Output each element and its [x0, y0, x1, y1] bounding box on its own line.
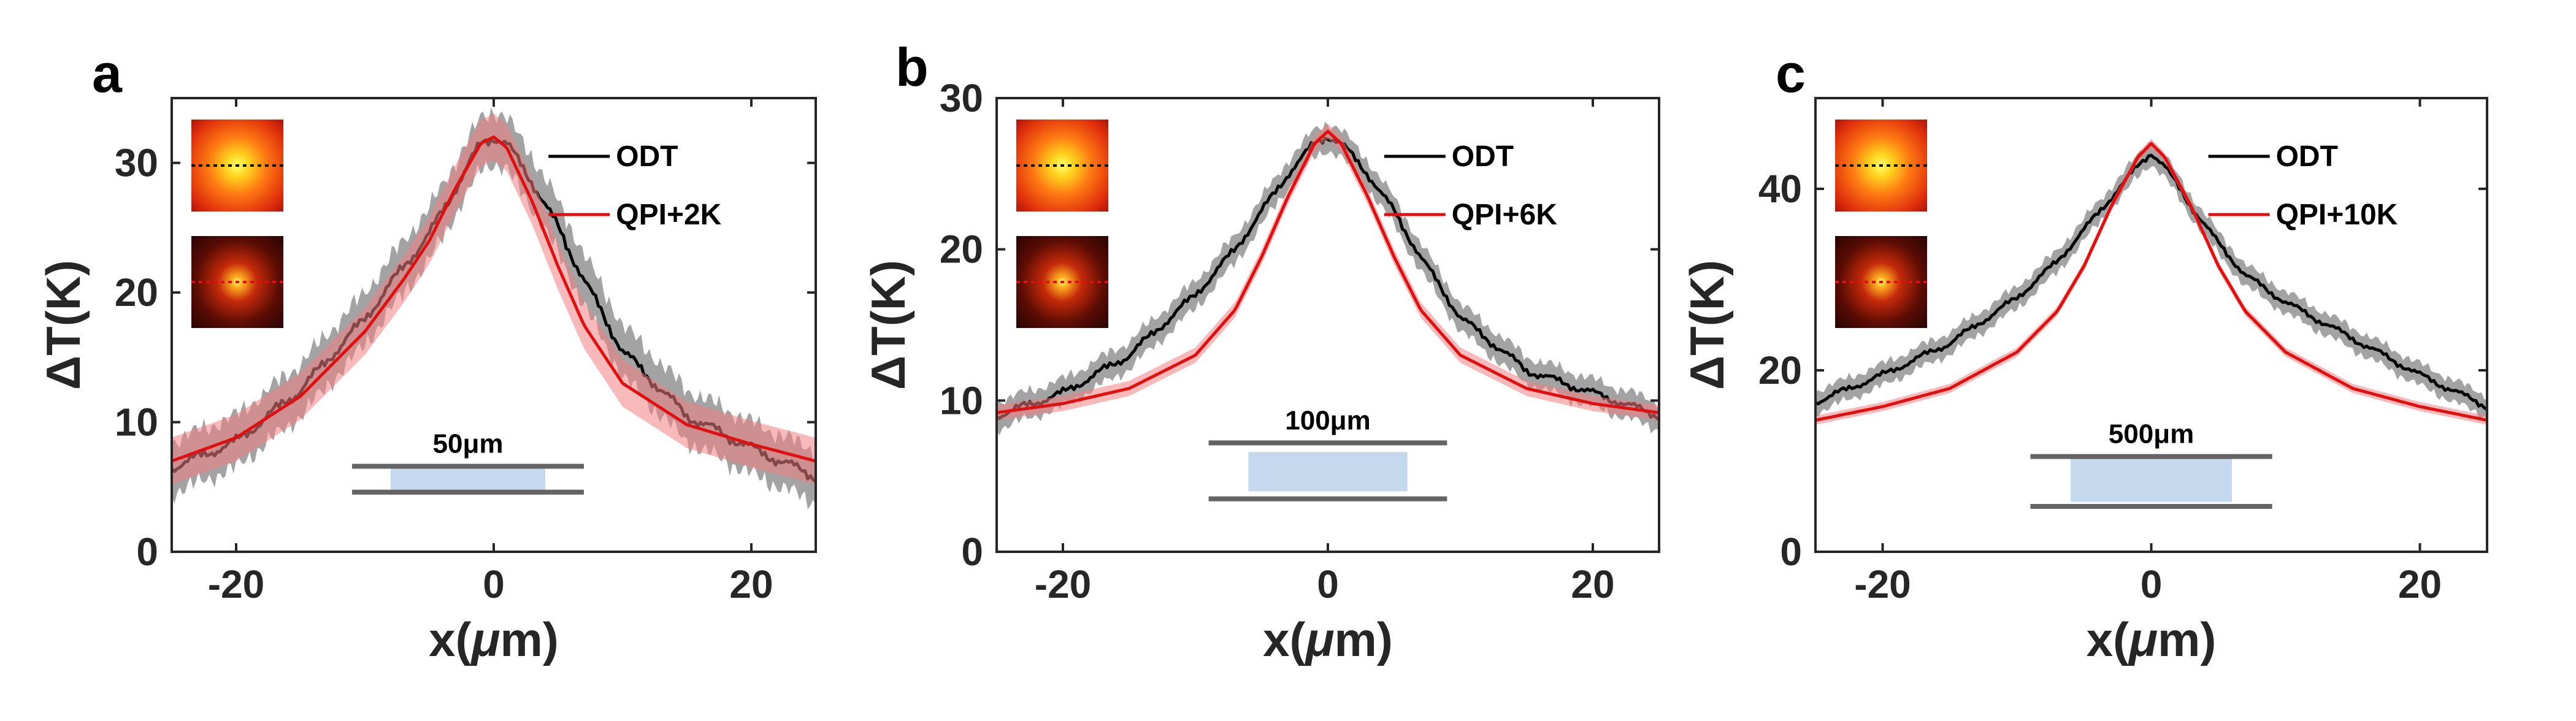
legend: ODT QPI+2K [548, 140, 722, 231]
x-tick-label: 20 [729, 562, 773, 606]
odt-series [1815, 142, 2487, 419]
qpi-series [172, 113, 816, 485]
channel-schematic [1208, 440, 1447, 502]
inset-map-2 [191, 236, 283, 328]
plot-area [172, 107, 816, 510]
plot-area [1815, 139, 2487, 509]
x-tick-label: 20 [2398, 562, 2442, 606]
qpi-line [1815, 142, 2487, 422]
x-tick-label: -20 [1854, 562, 1911, 606]
x-axis-label-suffix: m) [2158, 612, 2216, 666]
channel-scale-label: 50μm [433, 429, 504, 459]
x-axis-label-prefix: x( [1263, 612, 1305, 666]
inset-map-2 [1016, 236, 1108, 328]
qpi-series [997, 123, 1659, 421]
panel-letter: c [1776, 43, 1806, 104]
x-axis-label-suffix: m) [1335, 612, 1393, 666]
x-tick-label: -20 [1035, 562, 1092, 606]
odt-uncertainty-band [172, 107, 816, 510]
x-tick-label: 0 [2141, 562, 2163, 606]
qpi-line [172, 135, 816, 463]
x-axis-label-symbol: μ [470, 612, 500, 666]
qpi-series [1815, 139, 2487, 425]
x-tick-label: 20 [1571, 562, 1614, 606]
y-tick-label: 20 [1758, 348, 1802, 392]
y-tick-label: 10 [115, 400, 158, 444]
x-axis-label-suffix: m) [500, 612, 559, 666]
x-tick-label: -20 [208, 562, 265, 606]
channel-scale-label: 500μm [2109, 419, 2194, 449]
y-tick-label: 20 [115, 270, 158, 315]
legend-label-odt: ODT [616, 140, 678, 173]
x-axis-label-prefix: x( [429, 612, 471, 666]
x-tick-label: 0 [483, 562, 505, 606]
y-tick-label: 0 [1780, 530, 1802, 574]
inset-map-1 [191, 120, 283, 212]
plot-area [997, 121, 1659, 502]
odt-line [1815, 153, 2487, 411]
x-axis-label-prefix: x( [2087, 612, 2129, 666]
legend-label-qpi: QPI+10K [2276, 199, 2398, 231]
panel-letter: b [895, 37, 929, 97]
legend: ODT QPI+6K [1384, 140, 1557, 231]
channel-scale-label: 100μm [1285, 405, 1370, 435]
x-axis-label: x(μm) [429, 612, 559, 666]
channel-schematic [352, 464, 584, 495]
legend-label-qpi: QPI+6K [1452, 199, 1557, 231]
y-axis-label: ΔT(K) [1680, 260, 1734, 390]
odt-line [997, 137, 1659, 421]
x-axis-label-symbol: μ [2128, 612, 2158, 666]
legend-label-odt: ODT [1452, 140, 1514, 173]
legend-label-qpi: QPI+2K [616, 199, 721, 231]
channel-band [1248, 452, 1408, 492]
inset-map-1 [1016, 120, 1108, 212]
legend: ODT QPI+10K [2208, 140, 2398, 231]
y-axis-label: ΔT(K) [861, 260, 915, 390]
channel-schematic [2030, 454, 2272, 509]
channel-band [2071, 456, 2232, 502]
y-tick-label: 30 [940, 76, 983, 120]
qpi-uncertainty-band [172, 113, 816, 485]
panel-a: ODT QPI+2K 50μm -20 0 20 0 10 20 30 x(μm) ΔT(K) a [36, 43, 817, 666]
y-tick-label: 40 [1758, 167, 1802, 211]
x-axis-label-symbol: μ [1304, 612, 1334, 666]
inset-map-2 [1835, 236, 1927, 328]
x-axis-label: x(μm) [2087, 612, 2217, 666]
panel-b: ODT QPI+6K 100μm -20 0 20 0 10 20 30 x(μm) ΔT(K) b [861, 37, 1660, 666]
y-axis-label: ΔT(K) [36, 260, 90, 390]
inset-map-1 [1835, 120, 1927, 212]
y-tick-label: 0 [961, 530, 983, 574]
x-tick-label: 0 [1317, 562, 1339, 606]
y-tick-label: 20 [940, 227, 983, 272]
y-tick-label: 0 [136, 530, 158, 574]
legend-label-odt: ODT [2276, 140, 2338, 173]
y-tick-label: 30 [115, 141, 158, 185]
panel-c: ODT QPI+10K 500μm -20 0 20 0 20 40 x(μm) ΔT(K) c [1680, 43, 2488, 666]
y-tick-label: 10 [940, 378, 983, 422]
x-axis-label: x(μm) [1263, 612, 1393, 666]
qpi-line [997, 129, 1659, 414]
panel-letter: a [92, 43, 123, 104]
